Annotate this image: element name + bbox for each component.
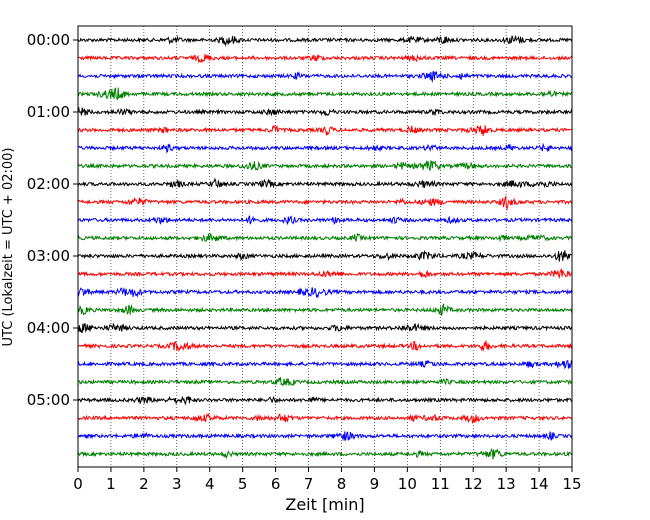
x-tick-label: 4 [205,475,215,493]
trace-0030 [77,70,573,83]
trace-0345 [77,303,573,316]
plot-frame [77,25,573,468]
trace-0245 [77,232,573,243]
x-axis-label: Zeit [min] [285,495,364,514]
x-tick-label: 0 [73,475,83,493]
trace-0015 [77,53,573,64]
trace-0100 [77,107,573,117]
trace-0230 [77,215,573,225]
x-tick-label: 2 [139,475,149,493]
x-tick-label: 14 [530,475,549,493]
x-tick-label: 6 [271,475,281,493]
y-tick-label: 00:00 [27,31,70,49]
x-tick-label: 12 [464,475,483,493]
trace-0500 [77,395,573,406]
trace-0445 [77,377,573,387]
trace-0200 [77,177,573,189]
x-tick-label: 10 [398,475,417,493]
trace-0530 [77,431,573,441]
y-tick-label: 04:00 [27,319,70,337]
trace-0515 [77,412,573,424]
trace-0215 [77,196,573,211]
trace-0400 [77,322,573,334]
y-tick-label: 03:00 [27,247,70,265]
y-tick-label: 02:00 [27,175,70,193]
x-tick-label: 5 [238,475,248,493]
x-tick-label: 9 [370,475,380,493]
x-tick-label: 1 [106,475,116,493]
trace-0315 [77,267,573,279]
y-axis: 00:00 01:00 02:00 03:00 04:00 05:00 [27,31,78,409]
y-axis-label: UTC (Lokalzeit = UTC + 02:00) [1,148,16,347]
trace-0045 [77,87,573,101]
trace-0300 [77,249,573,262]
trace-0415 [77,340,573,353]
x-tick-label: 8 [337,475,347,493]
x-axis: 0 1 2 3 4 5 6 7 8 9 10 11 12 13 14 15 [73,467,582,493]
x-tick-label: 3 [172,475,182,493]
y-tick-label: 01:00 [27,103,70,121]
trace-0115 [77,124,573,136]
trace-0545 [77,447,573,460]
seismic-traces [77,35,573,460]
x-tick-label: 7 [304,475,314,493]
x-tick-label: 11 [431,475,450,493]
trace-0330 [77,286,573,299]
y-tick-label: 05:00 [27,391,70,409]
trace-0145 [77,159,573,172]
trace-0000 [77,35,573,47]
x-tick-label: 13 [497,475,516,493]
trace-0130 [77,142,573,154]
trace-0430 [77,359,573,370]
x-tick-label: 15 [562,475,581,493]
